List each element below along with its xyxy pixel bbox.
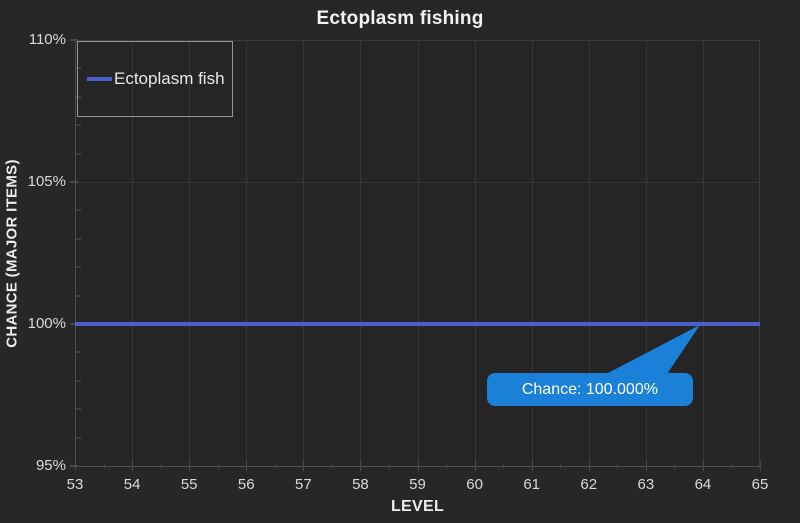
y-tick-label: 110% [28, 31, 66, 48]
y-axis-title: CHANCE (MAJOR ITEMS) [3, 159, 21, 348]
chart-title: Ectoplasm fishing [316, 8, 484, 29]
x-tick-label: 65 [751, 476, 769, 493]
x-tick-label: 60 [466, 476, 483, 493]
y-tick-minor [76, 67, 81, 70]
gridline-vertical [588, 40, 590, 466]
gridline-vertical [702, 40, 704, 466]
gridline-vertical [360, 40, 362, 466]
y-tick-major [70, 465, 78, 467]
legend-item-ectoplasm-fish[interactable]: Ectoplasm fish [87, 69, 225, 89]
y-tick-label: 105% [27, 173, 66, 190]
y-tick-minor [76, 351, 81, 354]
gridline-vertical [246, 40, 248, 466]
gridline-vertical [132, 40, 134, 466]
x-tick-label: 61 [523, 476, 540, 493]
x-tick-label: 53 [66, 476, 84, 493]
legend: Ectoplasm fish [77, 41, 233, 117]
y-tick-major [70, 39, 78, 41]
gridline-vertical [189, 40, 191, 466]
series-line-ectoplasm-fish [75, 322, 760, 326]
y-tick-minor [76, 436, 81, 439]
y-tick-minor [76, 237, 81, 240]
gridline-horizontal [76, 182, 760, 183]
y-tick-minor [76, 379, 81, 382]
x-tick-label: 56 [237, 476, 255, 493]
y-tick-label: 100% [27, 315, 66, 332]
x-tick-label: 59 [409, 476, 426, 493]
y-tick-minor [76, 294, 81, 297]
y-tick-minor [76, 266, 81, 269]
legend-line-swatch [87, 77, 112, 81]
x-tick-label: 62 [580, 476, 598, 493]
y-tick-minor [76, 408, 81, 411]
tooltip: Chance: 100.000% [486, 373, 693, 406]
x-axis-title: LEVEL [390, 498, 445, 515]
tooltip-label: Chance: 100.000% [521, 380, 658, 398]
gridline-vertical [645, 40, 647, 466]
x-tick-label: 57 [294, 476, 312, 493]
gridline-vertical [303, 40, 305, 466]
gridline-vertical [417, 40, 419, 466]
y-tick-minor [76, 152, 81, 155]
x-axis-line [75, 466, 761, 467]
y-tick-major [70, 181, 78, 183]
y-tick-minor [76, 124, 81, 127]
y-tick-minor [76, 209, 81, 212]
gridline-vertical [531, 40, 533, 466]
x-tick-label: 58 [352, 476, 369, 493]
y-tick-major [70, 323, 78, 325]
gridline-vertical [474, 40, 476, 466]
y-tick-minor [76, 95, 81, 98]
y-axis-line [75, 40, 76, 467]
x-tick-label: 63 [637, 476, 655, 493]
legend-item-label: Ectoplasm fish [114, 69, 225, 88]
x-tick-label: 64 [694, 476, 712, 493]
x-tick-label: 54 [123, 476, 141, 493]
y-tick-label: 95% [35, 457, 66, 474]
x-tick-label: 55 [180, 476, 198, 493]
